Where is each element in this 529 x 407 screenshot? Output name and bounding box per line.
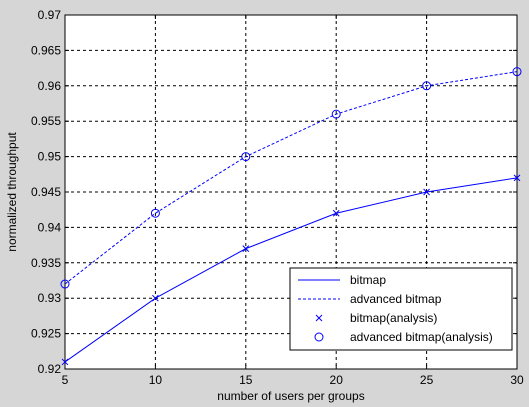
x-marker-point [513, 174, 521, 182]
y-tick-label: 0.955 [31, 114, 61, 128]
circle-marker-point [150, 208, 160, 218]
circle-marker-point [422, 81, 432, 91]
legend-label: bitmap [350, 273, 386, 287]
legend-swatch [314, 332, 324, 342]
y-tick-label: 0.935 [31, 256, 61, 270]
legend-swatch [315, 314, 323, 322]
series-line-advanced-bitmap [64, 71, 518, 285]
x-tick-label: 20 [330, 373, 344, 387]
y-axis-label: normalized throughput [5, 132, 19, 252]
y-tick-label: 0.94 [38, 220, 62, 234]
x-marker-point [332, 209, 340, 217]
legend-item: advanced bitmap [298, 292, 442, 306]
legend-item: bitmap [298, 273, 386, 287]
y-tick-label: 0.93 [38, 291, 62, 305]
y-tick-label: 0.925 [31, 327, 61, 341]
circle-marker-point [512, 67, 522, 77]
y-tick-label: 0.95 [38, 150, 62, 164]
circle-marker-point [331, 109, 341, 119]
x-tick-label: 25 [420, 373, 434, 387]
legend-box [289, 267, 513, 351]
legend-label: advanced bitmap(analysis) [350, 330, 493, 344]
y-tick-label: 0.92 [38, 362, 62, 376]
x-tick-label: 30 [510, 373, 524, 387]
y-tick-label: 0.96 [38, 79, 62, 93]
x-tick-label: 10 [149, 373, 163, 387]
x-marker-point [152, 294, 159, 302]
legend-item: bitmap(analysis) [315, 311, 437, 325]
legend-label: bitmap(analysis) [350, 311, 437, 325]
x-marker-point [61, 358, 69, 366]
y-tick-label: 0.965 [31, 43, 61, 57]
x-tick-label: 15 [239, 373, 253, 387]
legend-item: advanced bitmap(analysis) [314, 330, 493, 344]
circle-marker-point [241, 152, 251, 162]
legend-label: advanced bitmap [350, 292, 442, 306]
y-tick-label: 0.97 [38, 8, 62, 22]
x-marker-point [242, 245, 250, 252]
x-marker-point [423, 188, 430, 196]
series-line-bitmap [64, 177, 518, 363]
circle-marker-point [60, 279, 70, 289]
series-layer [60, 67, 522, 366]
ticks: 5 10 15 20 25 30 0.92 0.925 0.93 0.935 0.94 0.945 0.… [31, 8, 524, 387]
y-tick-label: 0.945 [31, 185, 61, 199]
x-axis-label: number of users per groups [217, 389, 364, 403]
legend: bitmap advanced bitmap bitmap(analysis) adv… [289, 267, 513, 351]
x-tick-label: 5 [62, 373, 69, 387]
